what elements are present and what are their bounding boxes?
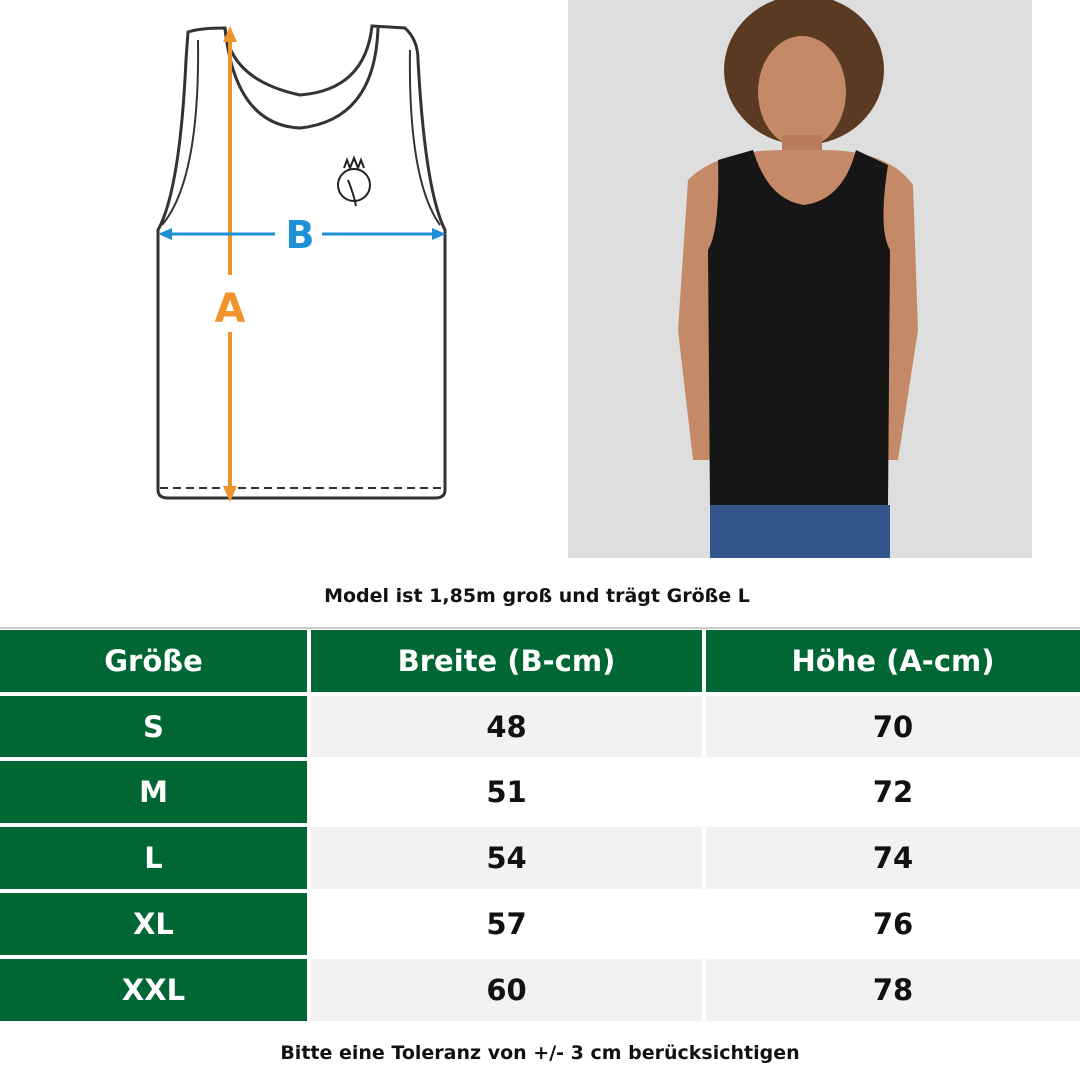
row-width: 48 bbox=[311, 696, 702, 757]
row-height: 78 bbox=[706, 959, 1080, 1021]
header-width: Breite (B-cm) bbox=[311, 630, 702, 692]
model-info-caption: Model ist 1,85m groß und trägt Größe L bbox=[324, 585, 750, 607]
row-size: XL bbox=[0, 893, 307, 955]
row-height: 74 bbox=[706, 827, 1080, 889]
row-width: 57 bbox=[311, 893, 702, 955]
label-a: A bbox=[215, 286, 246, 332]
header-height: Höhe (A-cm) bbox=[706, 630, 1080, 692]
row-height: 72 bbox=[706, 761, 1080, 823]
row-width: 60 bbox=[311, 959, 702, 1021]
row-size: S bbox=[0, 696, 307, 757]
row-size: M bbox=[0, 761, 307, 823]
row-size: XXL bbox=[0, 959, 307, 1021]
row-height: 70 bbox=[706, 696, 1080, 757]
tolerance-note: Bitte eine Toleranz von +/- 3 cm berücks… bbox=[280, 1042, 800, 1064]
table-top-border bbox=[0, 627, 1080, 629]
row-width: 54 bbox=[311, 827, 702, 889]
header-size: Größe bbox=[0, 630, 307, 692]
label-b: B bbox=[286, 213, 315, 257]
tank-top-diagram: B A bbox=[156, 24, 447, 502]
model-photo bbox=[568, 0, 1032, 558]
row-width: 51 bbox=[311, 761, 702, 823]
row-size: L bbox=[0, 827, 307, 889]
row-height: 76 bbox=[706, 893, 1080, 955]
owl-logo-icon bbox=[337, 155, 371, 207]
